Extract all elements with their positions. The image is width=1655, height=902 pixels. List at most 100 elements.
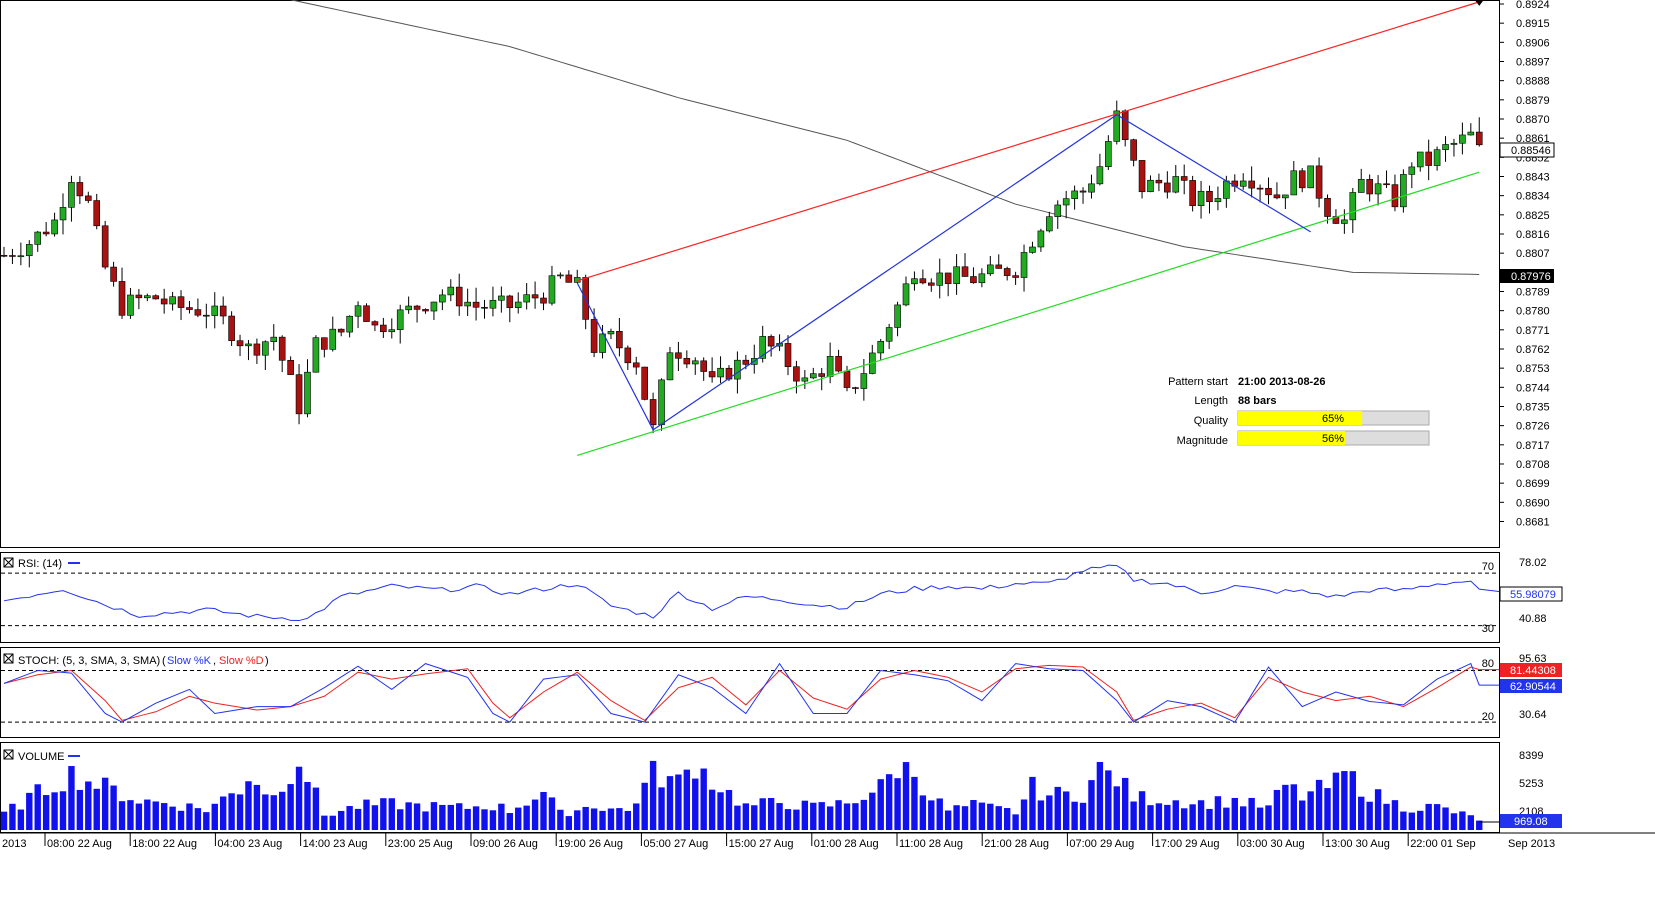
- volume-bar: [1349, 771, 1356, 830]
- bull-candle-body: [911, 278, 918, 285]
- candlestick: [304, 359, 311, 418]
- candlestick: [413, 304, 421, 323]
- price-tick-label: 0.8726: [1516, 421, 1550, 433]
- price-tick-label: 0.8735: [1516, 401, 1550, 413]
- volume-bar: [1467, 815, 1475, 830]
- time-tick-label: 05:00 27 Aug: [643, 838, 708, 850]
- stoch-header: STOCH: (5, 3, SMA, 3, SMA) ( Slow %K , S…: [3, 653, 1547, 723]
- candlestick: [1138, 160, 1146, 199]
- volume-bar: [633, 803, 640, 830]
- bear-candle-body: [278, 336, 286, 361]
- candlestick: [388, 318, 396, 339]
- bull-candle-body: [1307, 165, 1314, 189]
- volume-bar: [776, 803, 783, 830]
- volume-bar: [447, 804, 454, 830]
- candlestick: [902, 276, 910, 307]
- candlestick: [295, 364, 303, 425]
- candlestick: [557, 272, 564, 279]
- candlestick: [995, 254, 1003, 269]
- candlestick: [1012, 271, 1019, 285]
- bull-candle-body: [987, 264, 994, 275]
- volume-bar: [649, 760, 657, 830]
- volume-bar: [675, 774, 682, 830]
- candlestick: [936, 258, 944, 299]
- volume-bar: [51, 792, 58, 830]
- length-value: 88 bars: [1238, 395, 1277, 407]
- candlestick: [809, 367, 817, 380]
- current-price-label: 0.88546: [1511, 145, 1551, 157]
- bull-candle-body: [388, 329, 396, 333]
- bull-candle-body: [1282, 194, 1289, 199]
- candlestick: [548, 265, 556, 306]
- candlestick: [253, 338, 261, 364]
- bear-candle-body: [0, 254, 8, 257]
- stoch-k-label: Slow %K: [167, 655, 212, 667]
- bull-candle-body: [498, 295, 505, 301]
- volume-bar: [1256, 807, 1264, 830]
- price-tick-label: 0.8879: [1516, 95, 1550, 107]
- bull-candle-body: [1088, 183, 1095, 193]
- time-tick-label: 23:00 25 Aug: [388, 838, 453, 850]
- volume-bar: [1054, 786, 1061, 830]
- volume-bar: [970, 800, 977, 830]
- bear-candle-body: [1012, 275, 1019, 278]
- time-tick-label: 18:00 22 Aug: [132, 838, 197, 850]
- volume-bar: [810, 802, 817, 830]
- bull-candle-body: [1113, 110, 1121, 142]
- candlestick: [337, 328, 345, 337]
- bear-candle-body: [152, 295, 160, 300]
- bear-candle-body: [1079, 190, 1087, 193]
- rsi-level-30: 30: [1482, 623, 1494, 635]
- volume-bar: [1003, 808, 1011, 830]
- bull-candle-body: [59, 207, 67, 221]
- candlestick: [1046, 211, 1053, 233]
- candlestick: [0, 246, 8, 258]
- candlestick: [919, 269, 927, 285]
- volume-bar: [1096, 761, 1104, 830]
- bull-candle-body: [1416, 151, 1424, 168]
- candlestick: [641, 366, 648, 401]
- volume-bar: [1383, 803, 1390, 830]
- volume-bar: [236, 794, 244, 830]
- bear-candle-body: [177, 296, 185, 308]
- candlestick: [1383, 170, 1390, 189]
- bull-candle-body: [1062, 198, 1070, 206]
- volume-bar: [877, 779, 884, 830]
- bear-candle-body: [683, 358, 691, 365]
- bull-candle-body: [439, 294, 446, 303]
- volume-bar: [1433, 804, 1441, 830]
- bear-candle-body: [253, 343, 261, 356]
- stoch-d-label: Slow %D: [219, 655, 264, 667]
- bear-candle-body: [927, 282, 935, 286]
- bear-candle-body: [641, 366, 648, 400]
- volume-bar: [245, 781, 252, 830]
- volume-bar: [515, 807, 522, 830]
- bull-candle-body: [514, 301, 522, 308]
- time-tick-label: Sep 2013: [1508, 838, 1555, 850]
- volume-bar: [540, 791, 547, 830]
- quality-value: 65%: [1322, 413, 1344, 425]
- candlestick: [245, 339, 252, 361]
- bull-candle-body: [1467, 131, 1475, 136]
- volume-bar: [1197, 800, 1205, 830]
- candlestick: [1357, 168, 1365, 193]
- stoch-level-80: 80: [1482, 658, 1494, 670]
- price-tick-label: 0.8843: [1516, 171, 1550, 183]
- bear-candle-body: [93, 200, 101, 227]
- volume-bar: [523, 805, 530, 830]
- price-panel: [0, 0, 1500, 548]
- candlestick: [1290, 161, 1298, 196]
- volume-bar: [1088, 780, 1095, 830]
- candlestick: [1374, 175, 1382, 206]
- volume-bar: [439, 804, 446, 830]
- bear-candle-body: [961, 266, 969, 277]
- candlestick: [624, 345, 632, 371]
- bear-candle-body: [1265, 187, 1272, 196]
- bull-candle-body: [1408, 166, 1416, 175]
- volume-bar: [1189, 804, 1196, 830]
- bear-candle-body: [1248, 180, 1255, 189]
- time-tick-label: 09:00 26 Aug: [473, 838, 538, 850]
- bear-candle-body: [793, 366, 800, 382]
